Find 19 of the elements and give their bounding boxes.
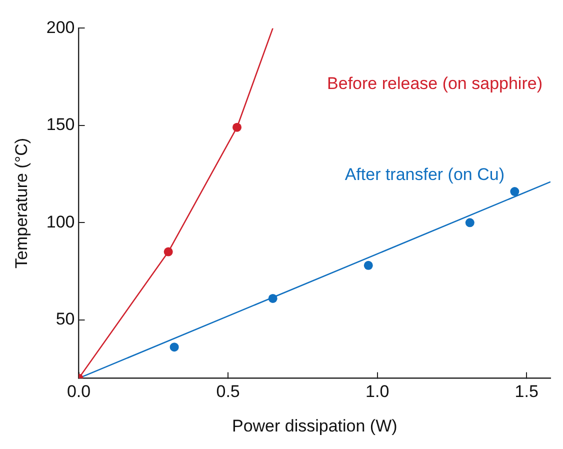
point [170,342,179,352]
y-tick-label: 200 [46,18,75,37]
series-label: After transfer (on Cu) [344,164,504,184]
y-tick-label: 150 [46,115,75,134]
point [465,218,474,228]
y-tick-label: 100 [46,212,75,232]
point [364,260,373,270]
text: Before release (on sapphire) [327,74,542,93]
point [268,294,278,303]
point [164,247,173,256]
x-tick-label: 0.0 [66,382,91,402]
y-axis-title: Temperature (°C) [12,138,31,268]
x-axis-title: Power dissipation (W) [232,416,398,436]
point [510,187,520,196]
point [232,122,242,132]
y-tick-label: 50 [56,310,75,329]
x-tick-label: 1.0 [366,382,390,402]
x-tick-label: 0.5 [216,382,240,402]
x-tick-label: 1.5 [514,382,538,402]
